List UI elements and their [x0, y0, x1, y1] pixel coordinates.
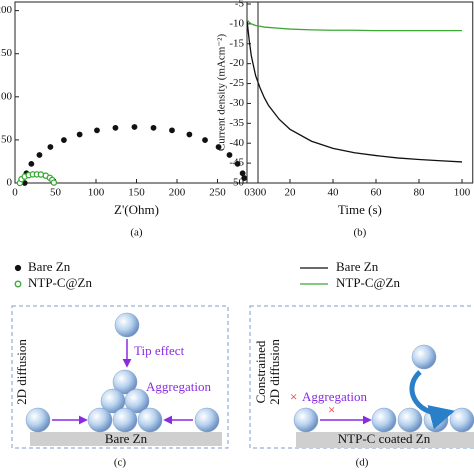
substrate [30, 432, 222, 446]
substrate-label: Bare Zn [105, 431, 148, 446]
point [76, 131, 83, 138]
y-tick-label: 50 [1, 133, 13, 145]
caption: (a) [130, 227, 143, 239]
caption: (c) [114, 457, 127, 469]
curved-arrow [409, 370, 455, 430]
schematic-d: NTP-C coated Zn × × Aggregation Constrai… [249, 305, 474, 469]
legend-marker [14, 280, 22, 288]
point [150, 124, 157, 131]
x-tick-label: 20 [285, 187, 297, 199]
x-tick-label: 60 [371, 187, 383, 199]
legend-label: NTP-C@Zn [336, 275, 400, 290]
spheres [293, 344, 474, 433]
x-tick-label: 300 [250, 187, 267, 199]
x-tick-label: 40 [328, 187, 340, 199]
x-tick-label: 200 [169, 187, 186, 199]
point [215, 144, 222, 150]
point [131, 124, 138, 130]
y-axis-label: Current density (mAcm⁻²) [216, 34, 228, 152]
point [226, 152, 233, 158]
y-tick-label: 200 [0, 4, 13, 16]
point [234, 160, 241, 167]
legend-marker [14, 264, 22, 272]
annotation: Tip effect [134, 343, 185, 358]
y-tick-label: -5 [235, 0, 245, 10]
point [239, 170, 246, 177]
y-tick-label: 100 [0, 90, 13, 102]
x-tick-label: 250 [209, 187, 226, 199]
point [50, 179, 58, 186]
point [61, 137, 67, 143]
point [202, 137, 208, 143]
schematic-c: Bare Zn Tip effect Aggregation 2D diffus… [11, 305, 229, 469]
annotation: Aggregation [146, 379, 211, 394]
legend-label: NTP-C@Zn [28, 275, 92, 290]
point [94, 127, 100, 134]
y-tick-label: -30 [229, 97, 244, 109]
x-axis-label: Time (s) [338, 202, 382, 217]
x-tick-label: 100 [454, 187, 471, 199]
substrate-label: NTP-C coated Zn [338, 431, 431, 446]
cross: × [328, 402, 335, 417]
y-tick-label: -40 [229, 137, 244, 149]
x-tick-label: 50 [50, 187, 62, 199]
x-tick-label: 0 [244, 187, 250, 199]
y-tick-label: -10 [229, 17, 244, 29]
spheres [25, 312, 220, 433]
legend-label: Bare Zn [28, 259, 71, 274]
x-tick-label: 0 [12, 187, 18, 199]
side-label: 2D diffusion [14, 339, 29, 405]
x-tick-label: 80 [414, 187, 426, 199]
x-tick-label: 100 [88, 187, 105, 199]
point [28, 160, 35, 167]
y-tick-label: -35 [229, 117, 244, 129]
caption: (d) [356, 457, 369, 469]
x-tick-label: 150 [128, 187, 145, 199]
y-tick-label: 0 [7, 177, 13, 189]
y-tick-label: -15 [229, 37, 244, 49]
y-tick-label: -20 [229, 57, 244, 69]
point [112, 124, 119, 131]
point [186, 131, 193, 138]
point [47, 144, 54, 150]
legend-label: Bare Zn [336, 259, 379, 274]
side-label: 2D diffusion [267, 339, 282, 405]
dashed-box [11, 305, 229, 449]
plot-frame [246, 1, 474, 184]
point [36, 152, 43, 158]
y-tick-label: -50 [229, 177, 244, 189]
y-tick-label: 150 [0, 47, 13, 59]
cross: × [290, 389, 297, 404]
caption: (b) [353, 227, 366, 239]
y-tick-label: -25 [229, 77, 244, 89]
y-tick-label: -45 [229, 157, 244, 169]
x-axis-label: Z'(Ohm) [114, 202, 159, 217]
line [246, 19, 462, 32]
point [169, 127, 175, 134]
line [246, 19, 463, 163]
annotation: Aggregation [302, 389, 367, 404]
side-label: Constrained [253, 340, 268, 403]
substrate [296, 432, 474, 448]
